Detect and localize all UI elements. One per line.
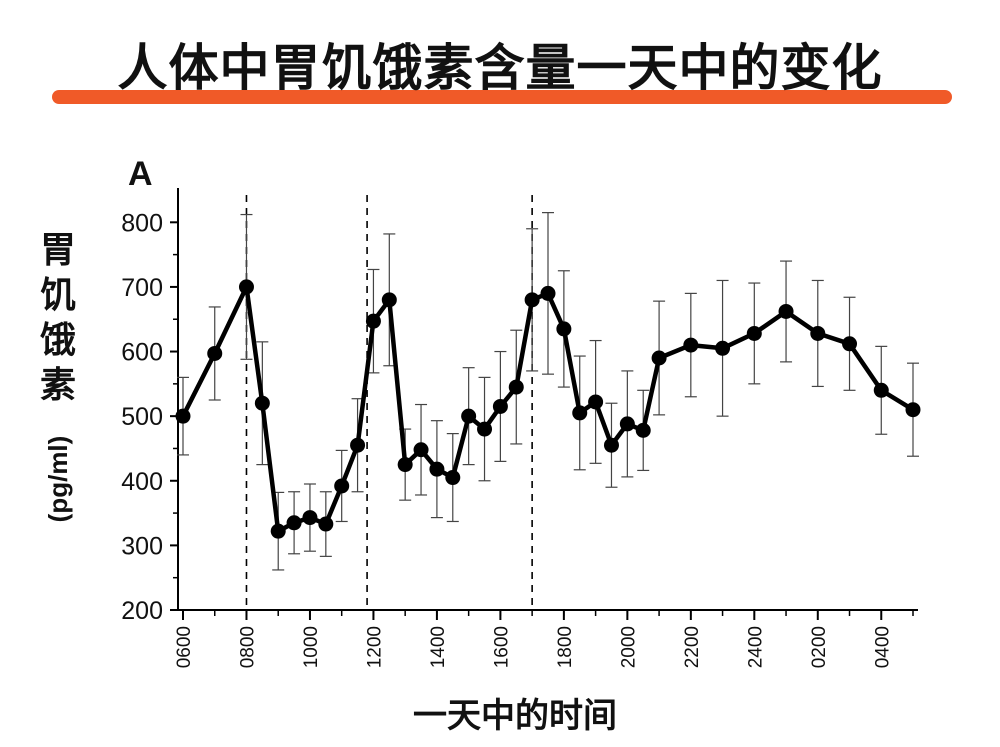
y-axis-label: 胃饥饿素 (pg/ml) bbox=[28, 228, 88, 522]
data-point bbox=[302, 510, 318, 526]
x-tick-label: 0800 bbox=[237, 626, 258, 668]
x-axis-label: 一天中的时间 bbox=[413, 696, 617, 736]
y-axis-label-main: 胃饥饿素 bbox=[28, 228, 88, 408]
data-point bbox=[524, 292, 540, 308]
data-point bbox=[381, 292, 397, 308]
data-point bbox=[619, 416, 635, 432]
title-underline bbox=[52, 90, 952, 104]
y-tick-label: 800 bbox=[121, 209, 163, 237]
data-point bbox=[715, 340, 731, 356]
y-tick-label: 600 bbox=[121, 339, 163, 367]
x-tick-label: 2200 bbox=[682, 626, 703, 668]
y-axis-label-char: 饥 bbox=[39, 275, 76, 316]
data-point bbox=[635, 422, 651, 438]
y-axis-label-char: 饿 bbox=[39, 320, 76, 361]
y-tick-label: 500 bbox=[121, 403, 163, 431]
data-point bbox=[588, 394, 604, 410]
data-point bbox=[508, 379, 524, 395]
data-point bbox=[746, 325, 762, 341]
data-point bbox=[318, 516, 334, 532]
data-point bbox=[683, 337, 699, 353]
data-point bbox=[254, 395, 270, 411]
data-point bbox=[873, 382, 889, 398]
x-tick-label: 1400 bbox=[428, 626, 449, 668]
data-point bbox=[334, 478, 350, 494]
x-tick-label: 0200 bbox=[809, 626, 830, 668]
y-axis-label-unit: (pg/ml) bbox=[43, 435, 73, 523]
y-axis-label-char: 素 bbox=[39, 365, 76, 406]
x-tick-label: 0600 bbox=[174, 626, 195, 668]
page-title: 人体中胃饥饿素含量一天中的变化 bbox=[117, 39, 883, 97]
data-point bbox=[365, 313, 381, 329]
y-tick-label: 700 bbox=[121, 274, 163, 302]
x-tick-label: 1000 bbox=[301, 626, 322, 668]
data-point bbox=[207, 345, 223, 361]
data-point bbox=[270, 523, 286, 539]
y-axis-label-char: 胃 bbox=[39, 230, 76, 271]
data-point bbox=[540, 285, 556, 301]
data-point bbox=[842, 336, 858, 352]
data-point bbox=[445, 470, 461, 486]
x-tick-label: 2000 bbox=[618, 626, 639, 668]
x-tick-label: 1800 bbox=[555, 626, 576, 668]
data-point bbox=[603, 437, 619, 453]
data-point bbox=[461, 408, 477, 424]
data-point bbox=[429, 461, 445, 477]
y-tick-label: 300 bbox=[121, 532, 163, 560]
data-point bbox=[413, 442, 429, 458]
data-point bbox=[778, 303, 794, 319]
data-point bbox=[238, 279, 254, 295]
data-point bbox=[492, 398, 508, 414]
y-tick-label: 200 bbox=[121, 597, 163, 625]
x-tick-label: 0400 bbox=[872, 626, 893, 668]
panel-letter: A bbox=[128, 155, 153, 193]
title-block: 人体中胃饥饿素含量一天中的变化 bbox=[0, 28, 1000, 108]
x-tick-label: 1600 bbox=[491, 626, 512, 668]
data-point bbox=[572, 405, 588, 421]
data-point bbox=[350, 437, 366, 453]
data-point bbox=[286, 515, 302, 531]
x-tick-label: 2400 bbox=[745, 626, 766, 668]
data-point bbox=[651, 350, 667, 366]
data-point bbox=[397, 457, 413, 473]
x-tick-label: 1200 bbox=[364, 626, 385, 668]
data-point bbox=[810, 325, 826, 341]
y-tick-label: 400 bbox=[121, 468, 163, 496]
data-point bbox=[905, 402, 921, 418]
data-point bbox=[556, 321, 572, 337]
data-point bbox=[477, 421, 493, 437]
data-point bbox=[175, 408, 191, 424]
